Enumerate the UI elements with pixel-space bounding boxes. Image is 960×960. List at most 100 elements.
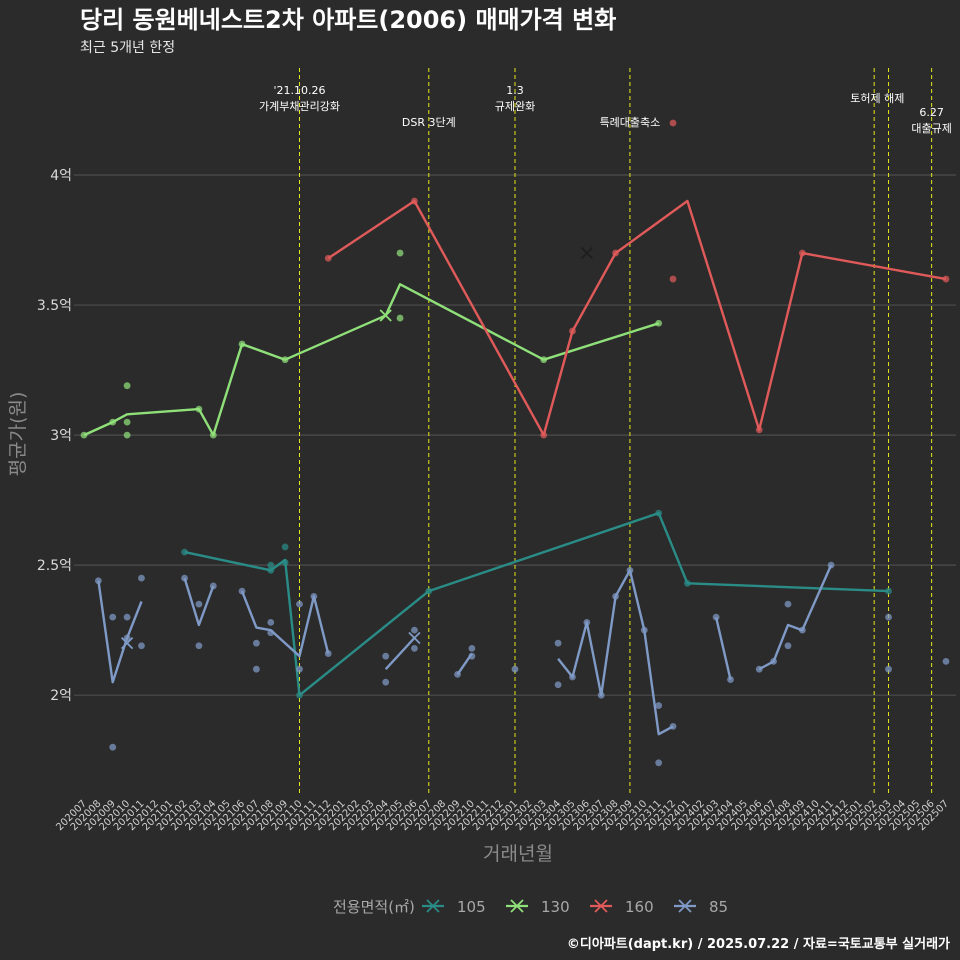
- data-point-85: [267, 629, 275, 637]
- data-point-85: [109, 613, 117, 621]
- data-point-130: [540, 356, 548, 364]
- data-point-105: [655, 509, 663, 517]
- data-point-85: [655, 759, 663, 767]
- data-point-160: [569, 327, 576, 335]
- data-point-105: [885, 587, 892, 595]
- data-point-85: [253, 639, 260, 647]
- data-point-85: [209, 582, 217, 590]
- chart-subtitle: 최근 5개년 한정: [80, 40, 175, 56]
- cross-marker-85: [120, 637, 134, 650]
- data-point-85: [885, 665, 892, 673]
- series-160: [324, 119, 950, 439]
- data-point-85: [138, 642, 145, 650]
- y-axis-title: 평균가(원): [7, 392, 29, 477]
- series-105: [181, 509, 892, 699]
- data-point-85: [195, 642, 203, 650]
- data-point-85: [798, 626, 806, 634]
- legend-item-85: 85: [674, 898, 728, 916]
- series-line-85: [97, 580, 143, 684]
- chart-title: 당리 동원베네스트2차 아파트(2006) 매매가격 변화: [80, 6, 616, 34]
- series-85: [94, 561, 950, 767]
- data-point-105: [296, 691, 303, 699]
- legend-item-105: 105: [422, 898, 486, 916]
- data-point-130: [123, 418, 131, 426]
- legend-label: 130: [541, 898, 570, 916]
- y-tick-label: 3.5억: [37, 298, 72, 314]
- data-point-85: [123, 634, 131, 642]
- data-point-85: [784, 600, 792, 608]
- data-point-85: [468, 652, 476, 660]
- data-point-85: [755, 665, 763, 673]
- data-point-85: [885, 613, 892, 621]
- data-point-85: [554, 639, 562, 647]
- data-point-160: [755, 426, 763, 434]
- x-axis-title: 거래년월: [483, 843, 553, 865]
- data-point-130: [195, 405, 203, 413]
- data-point-85: [669, 722, 677, 730]
- series-layer: [80, 119, 950, 767]
- data-point-130: [396, 314, 404, 322]
- data-point-130: [238, 340, 246, 348]
- y-tick-label: 4억: [50, 168, 72, 184]
- y-tick-label: 2.5억: [37, 558, 72, 574]
- data-point-85: [942, 657, 950, 665]
- data-point-160: [612, 249, 619, 257]
- data-point-105: [267, 566, 275, 574]
- data-point-85: [296, 600, 303, 608]
- data-point-85: [138, 574, 145, 582]
- data-point-85: [310, 592, 318, 600]
- event-label: 1.3: [506, 84, 524, 97]
- data-point-105: [281, 543, 289, 551]
- event-label: 특례대출축소: [600, 116, 661, 129]
- cross-marker-160: [580, 246, 593, 260]
- data-point-85: [382, 652, 390, 660]
- data-point-85: [626, 566, 634, 574]
- event-label: 대출규제: [911, 122, 951, 135]
- cross-marker-85: [408, 631, 421, 645]
- y-tick-labels: 2억 2.5억 3억 3.5억 4억: [37, 168, 72, 704]
- y-tick-label: 2억: [50, 688, 72, 704]
- data-point-130: [109, 418, 117, 426]
- legend-label: 85: [709, 898, 728, 916]
- data-point-160: [324, 254, 332, 262]
- data-point-105: [684, 579, 691, 587]
- legend-item-130: 130: [506, 898, 570, 916]
- data-point-105: [267, 561, 275, 569]
- y-tick-label: 3억: [50, 428, 72, 444]
- data-point-85: [454, 670, 461, 678]
- data-point-130: [209, 431, 217, 439]
- legend-swatch-cross: [678, 899, 692, 913]
- legend-label: 105: [457, 898, 486, 916]
- series-line-85: [183, 577, 215, 627]
- series-line-85: [240, 590, 330, 658]
- data-point-85: [238, 587, 246, 595]
- series-130: [80, 249, 663, 439]
- data-point-85: [109, 743, 117, 751]
- data-point-85: [827, 561, 835, 569]
- data-point-85: [583, 618, 591, 626]
- data-point-85: [195, 600, 203, 608]
- event-label: DSR 3단계: [402, 116, 456, 129]
- event-label: 가계부채관리강화: [259, 100, 340, 113]
- event-label: 토허제 해제: [850, 91, 904, 105]
- data-point-85: [382, 678, 390, 686]
- data-point-160: [411, 197, 418, 205]
- legend-item-160: 160: [590, 898, 654, 916]
- event-label: 규제완화: [495, 100, 535, 113]
- data-point-130: [123, 382, 131, 390]
- data-point-85: [511, 665, 519, 673]
- series-line-85: [714, 616, 732, 680]
- legend-swatch-cross: [426, 899, 440, 913]
- data-point-130: [396, 249, 404, 257]
- footer-credit: ©디아파트(dapt.kr) / 2025.07.22 / 자료=국토교통부 실…: [567, 936, 950, 952]
- legend-swatch-cross: [594, 899, 608, 913]
- legend-label: 160: [625, 898, 654, 916]
- data-point-85: [597, 691, 605, 699]
- data-point-85: [123, 613, 131, 621]
- data-point-85: [267, 618, 275, 626]
- data-point-85: [324, 650, 332, 657]
- data-point-130: [123, 431, 131, 439]
- data-point-130: [281, 356, 289, 364]
